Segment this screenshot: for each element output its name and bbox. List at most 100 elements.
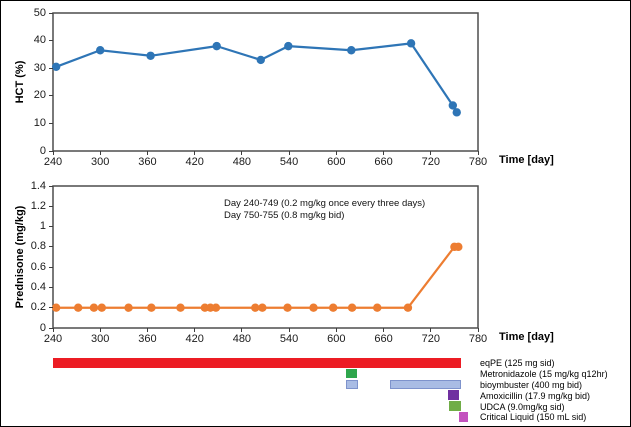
- prednisone-data-point-marker: [211, 303, 221, 312]
- prednisone-dose-annotation-line2: Day 750-755 (0.8 mg/kg bid): [224, 210, 345, 221]
- y-tick-label: 10: [33, 116, 46, 129]
- y-tick-mark: [49, 122, 53, 124]
- x-tick-label: 480: [232, 333, 252, 345]
- x-tick-label: 420: [185, 333, 204, 345]
- y-tick-mark: [49, 205, 53, 207]
- hct-data-point-marker: [448, 101, 458, 110]
- prednisone-plot-area: [51, 185, 479, 329]
- y-tick-label: 0.8: [30, 240, 46, 253]
- legend-label-6: Critical Liquid (150 mL sid): [480, 412, 587, 423]
- x-tick-label: 540: [279, 156, 299, 168]
- y-tick-label: 1: [39, 220, 46, 233]
- x-tick-mark: [99, 328, 101, 332]
- x-tick-mark: [194, 328, 196, 332]
- hct-data-point-marker: [284, 41, 293, 51]
- x-tick-label: 360: [138, 333, 157, 345]
- x-tick-mark: [99, 151, 101, 155]
- prednisone-data-point-marker: [97, 303, 106, 312]
- x-tick-mark: [52, 151, 54, 155]
- hct-series-line: [55, 42, 458, 113]
- hct-plot-area: [51, 12, 479, 152]
- prednisone-data-point-marker: [347, 303, 357, 312]
- legend-label-3: bioymbuster (400 mg bid): [480, 379, 583, 390]
- x-tick-label: 360: [138, 156, 157, 168]
- hct-data-point-marker: [256, 55, 265, 65]
- prednisone-x-axis-label: Time [day]: [499, 331, 554, 343]
- x-tick-label: 780: [468, 156, 488, 168]
- x-tick-mark: [241, 328, 243, 332]
- y-tick-label: 20: [33, 89, 46, 102]
- x-tick-mark: [146, 328, 148, 332]
- x-tick-label: 780: [468, 333, 488, 345]
- hct-data-point-marker: [96, 46, 105, 55]
- y-tick-label: 1.4: [30, 179, 46, 192]
- x-tick-label: 720: [421, 333, 440, 345]
- x-tick-label: 600: [327, 333, 346, 345]
- legend-label-5: UDCA (9.0mg/kg sid): [480, 401, 565, 412]
- x-tick-mark: [383, 328, 385, 332]
- x-tick-label: 240: [43, 156, 63, 168]
- prednisone-data-point-marker: [309, 303, 318, 312]
- y-tick-mark: [49, 67, 53, 69]
- x-tick-mark: [430, 151, 432, 155]
- timeline-bar-6: [459, 412, 468, 422]
- y-tick-mark: [49, 307, 53, 309]
- x-tick-label: 660: [374, 333, 393, 345]
- legend-label-2: Metronidazole (15 mg/kg q12hr): [480, 369, 608, 380]
- prednisone-data-point-marker: [454, 242, 463, 252]
- y-tick-label: 1.2: [30, 199, 46, 212]
- x-tick-mark: [194, 151, 196, 155]
- y-tick-label: 0.6: [30, 260, 46, 273]
- hct-data-point-marker: [452, 108, 461, 117]
- legend-label-1: eqPE (125 mg sid): [480, 358, 555, 369]
- hct-line-chart: [51, 12, 479, 152]
- y-tick-mark: [49, 266, 53, 268]
- y-tick-label: 0.4: [30, 280, 46, 293]
- y-tick-mark: [49, 286, 53, 288]
- y-tick-label: 50: [33, 6, 46, 19]
- x-tick-mark: [288, 151, 290, 155]
- y-tick-mark: [49, 40, 53, 42]
- prednisone-data-point-marker: [176, 303, 185, 312]
- hct-data-point-marker: [406, 39, 416, 48]
- x-tick-mark: [288, 328, 290, 332]
- prednisone-data-point-marker: [373, 303, 382, 312]
- hct-y-axis-label: HCT (%): [14, 60, 26, 104]
- prednisone-data-point-marker: [283, 303, 292, 312]
- x-tick-label: 600: [327, 156, 346, 168]
- hct-data-point-marker: [146, 51, 155, 60]
- y-tick-label: 0: [39, 144, 46, 157]
- x-tick-mark: [146, 151, 148, 155]
- y-tick-mark: [49, 246, 53, 248]
- timeline-bar-2: [345, 368, 357, 379]
- prednisone-data-point-marker: [147, 303, 156, 312]
- y-tick-mark: [49, 226, 53, 228]
- y-tick-label: 0.2: [30, 301, 46, 314]
- timeline-bar-4: [448, 390, 460, 400]
- prednisone-data-point-marker: [73, 303, 83, 312]
- x-tick-mark: [430, 328, 432, 332]
- x-tick-label: 240: [43, 333, 63, 345]
- x-tick-label: 420: [185, 156, 204, 168]
- prednisone-series-line: [56, 245, 459, 309]
- legend-label-4: Amoxicillin (17.9 mg/kg bid): [480, 390, 591, 401]
- plot-border: [52, 185, 479, 329]
- x-tick-mark: [477, 151, 479, 155]
- prednisone-data-point-marker: [328, 303, 338, 312]
- prednisone-data-point-marker: [251, 303, 260, 312]
- timeline-bar-5: [448, 401, 462, 411]
- x-tick-label: 660: [374, 156, 393, 168]
- prednisone-data-point-marker: [51, 303, 61, 312]
- x-tick-label: 720: [421, 156, 440, 168]
- x-tick-mark: [335, 328, 337, 332]
- y-tick-mark: [49, 150, 53, 152]
- timeline-bar-1: [53, 358, 461, 368]
- prednisone-line-chart: [51, 185, 479, 329]
- prednisone-data-point-marker: [258, 303, 267, 312]
- timeline-bar-3: [345, 379, 359, 390]
- x-tick-label: 300: [91, 156, 110, 168]
- y-tick-label: 30: [33, 61, 46, 74]
- prednisone-data-point-marker: [89, 303, 99, 312]
- x-tick-mark: [52, 328, 54, 332]
